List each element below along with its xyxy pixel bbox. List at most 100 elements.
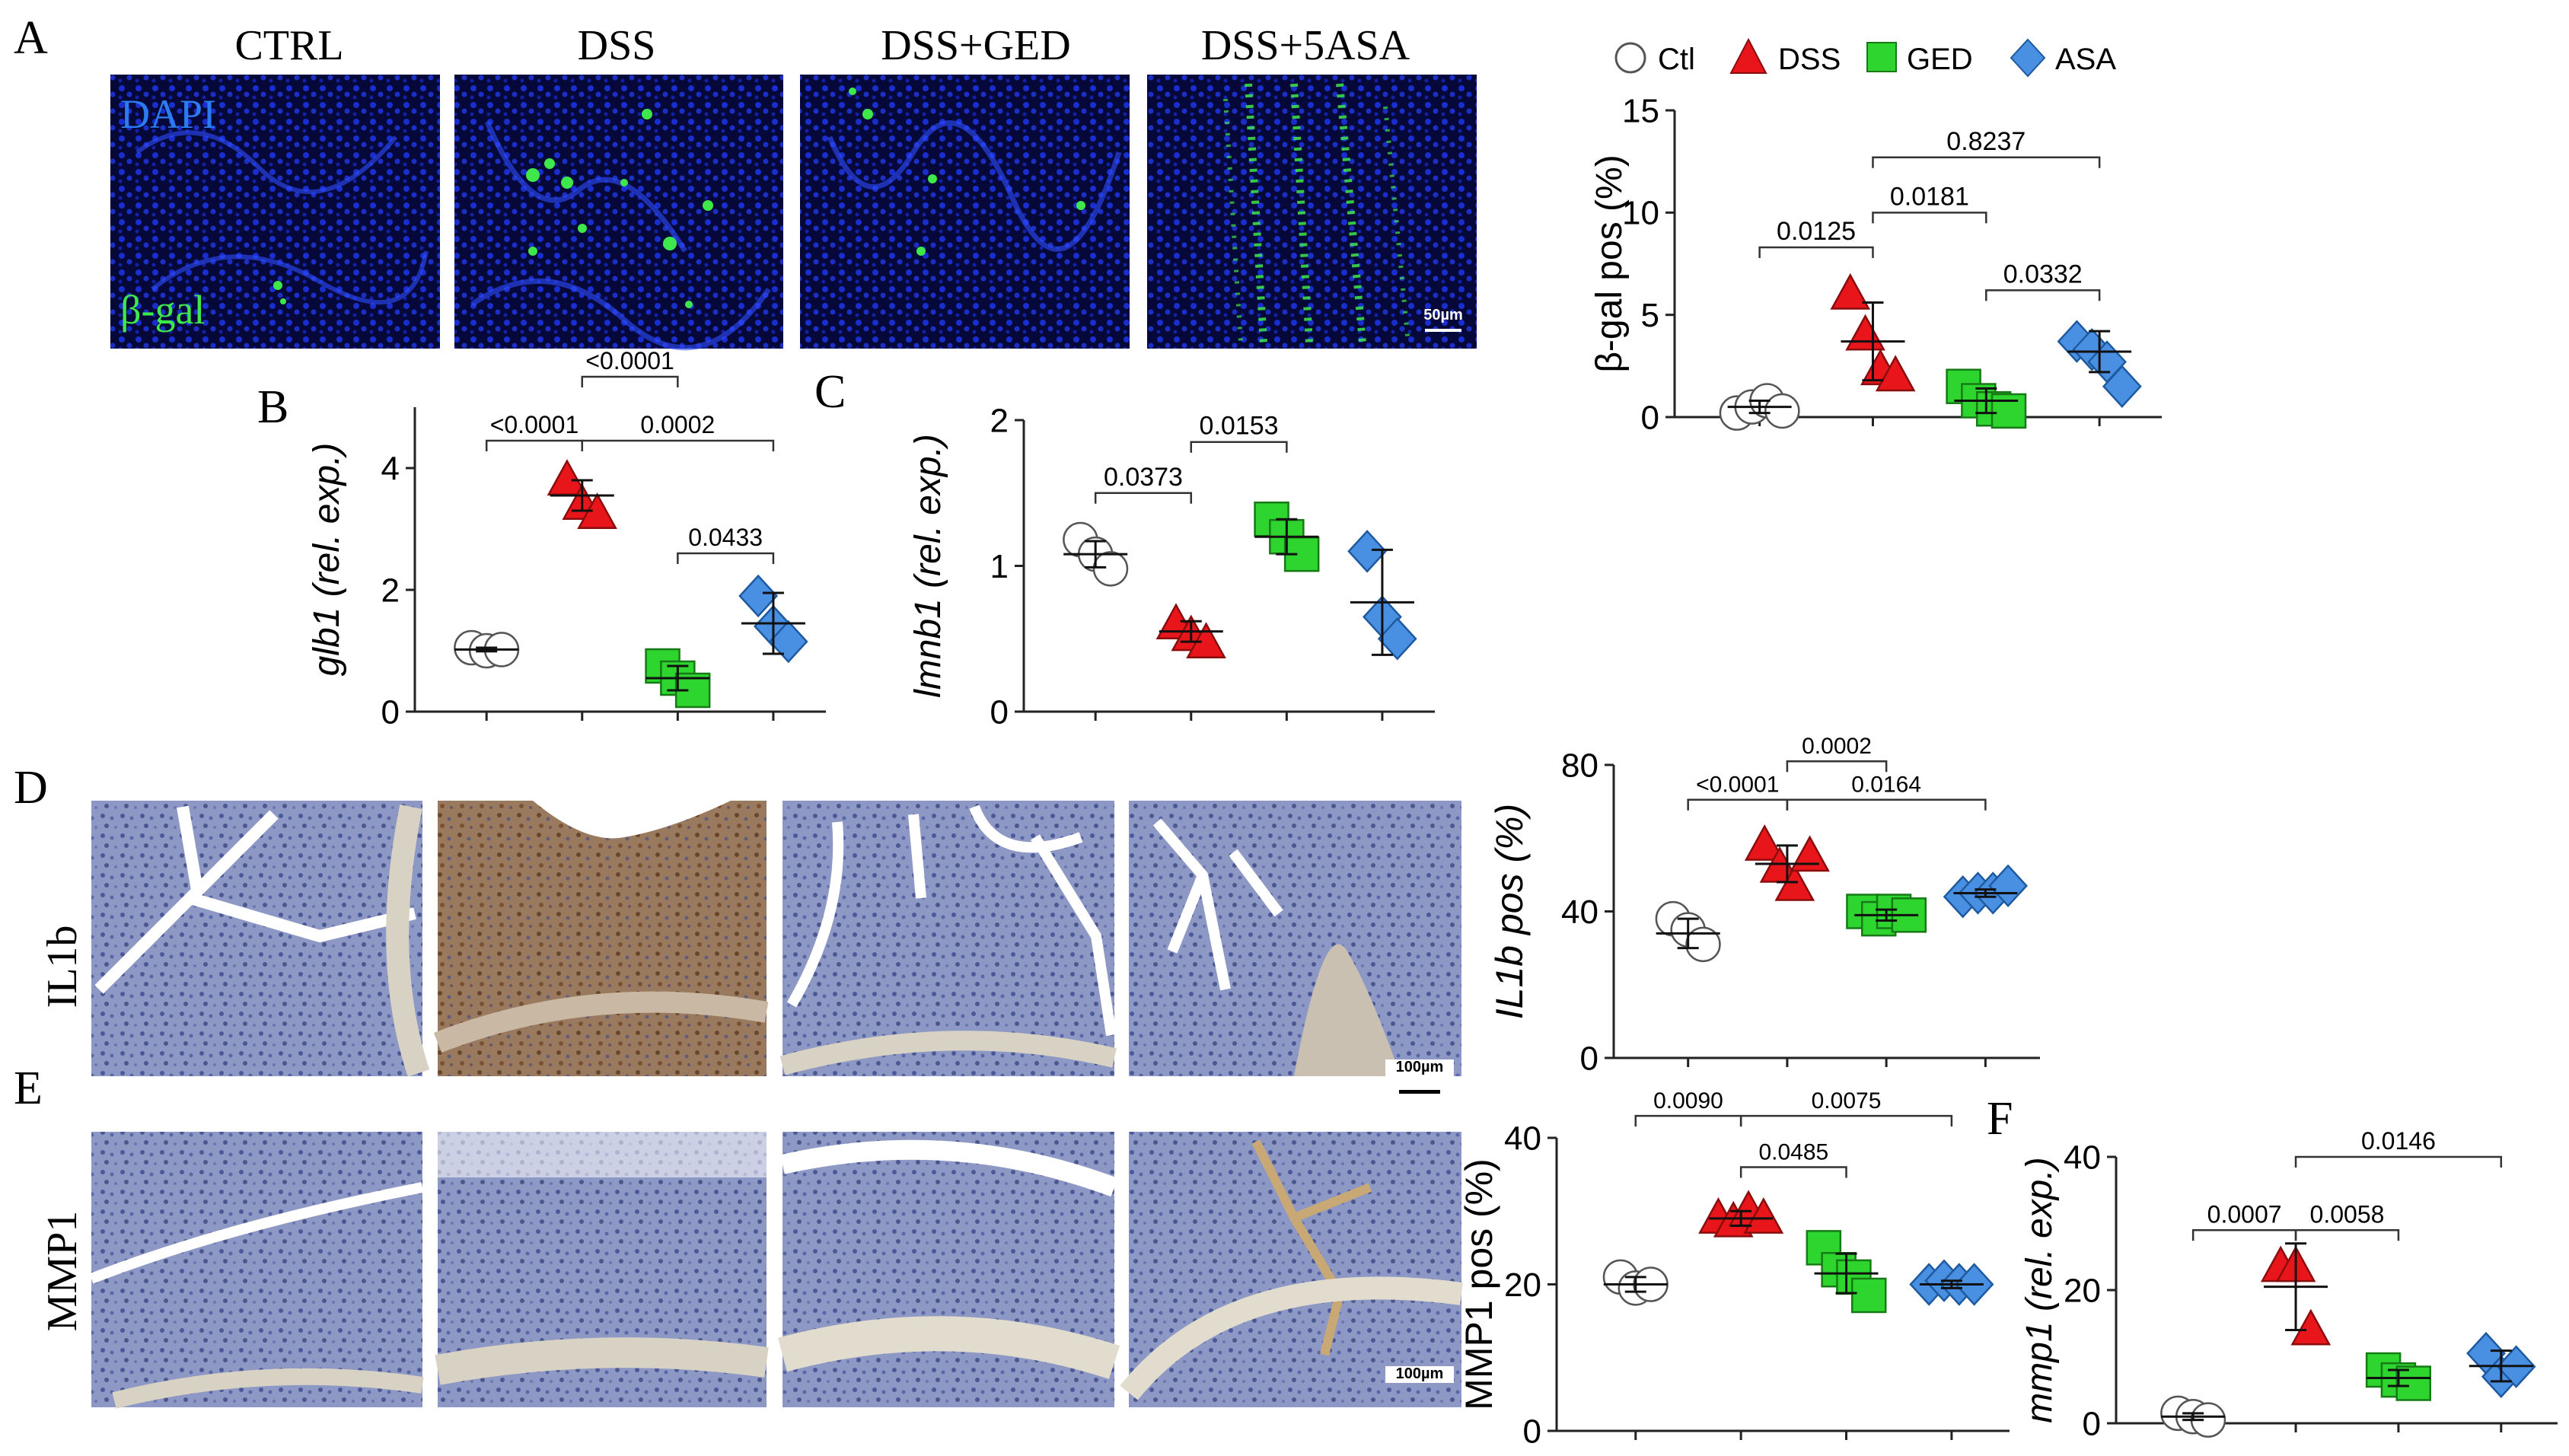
y-tick-label: 20 bbox=[1504, 1266, 1541, 1304]
p-value-label: <0.0001 bbox=[585, 347, 674, 374]
p-value-label: 0.0002 bbox=[1802, 734, 1872, 759]
y-axis-label: MMP1 pos (%) bbox=[1458, 1158, 1500, 1410]
ihc-image-il1b-dss bbox=[433, 801, 769, 1076]
significance-bracket bbox=[1786, 798, 1987, 811]
data-point-ged bbox=[1990, 393, 2027, 429]
scale-bar-50um: 50µm bbox=[1423, 307, 1463, 323]
data-point-dss bbox=[1845, 314, 1885, 351]
ihc-images-mmp1: 100µm bbox=[89, 1132, 1463, 1409]
significance-bracket bbox=[1190, 441, 1288, 453]
panel-letter-c: C bbox=[814, 366, 846, 418]
panel-a-column-titles: CTRL DSS DSS+GED DSS+5ASA bbox=[234, 22, 1410, 69]
data-point-dss bbox=[1830, 272, 1871, 310]
p-value-label: 0.0433 bbox=[688, 524, 763, 551]
significance-bracket bbox=[581, 375, 679, 387]
significance-bracket bbox=[1094, 492, 1193, 504]
significance-bracket bbox=[1739, 1166, 1847, 1178]
chart-glb1-rel-exp: 0 2 4 glb1 (rel. exp.) <0.0001 0.0002 <0.0001 0… bbox=[307, 347, 826, 731]
data-point-asa bbox=[1377, 617, 1417, 661]
panel-letter-f: F bbox=[1987, 1093, 2013, 1145]
significance-bracket bbox=[2294, 1155, 2503, 1168]
y-axis-label: lmnb1 (rel. exp.) bbox=[908, 434, 948, 698]
data-point-dss bbox=[1744, 824, 1785, 861]
data-point-dss bbox=[2290, 1308, 2332, 1346]
significance-bracket bbox=[1872, 212, 1987, 224]
p-value-label: 0.0181 bbox=[1890, 182, 1969, 211]
data-point-dss bbox=[1790, 835, 1830, 872]
legend: Ctl DSS GED ASA bbox=[1614, 37, 2116, 78]
chart-lmnb1-rel-exp: 0 1 2 lmnb1 (rel. exp.) 0.0373 0.0153 bbox=[908, 402, 1435, 731]
data-point-asa bbox=[768, 620, 808, 664]
data-point-ctl bbox=[1092, 551, 1129, 587]
y-tick-label: 0 bbox=[1641, 399, 1659, 436]
data-point-dss bbox=[1875, 355, 1916, 392]
y-tick-label: 40 bbox=[1561, 894, 1598, 931]
significance-bracket bbox=[2191, 1229, 2297, 1241]
y-axis-label: glb1 (rel. exp.) bbox=[307, 443, 347, 677]
significance-bracket bbox=[581, 439, 775, 451]
y-tick-label: 0 bbox=[2083, 1405, 2101, 1442]
legend-label-dss: DSS bbox=[1778, 43, 1841, 76]
y-tick-label: 5 bbox=[1641, 297, 1659, 334]
p-value-label: 0.0125 bbox=[1777, 217, 1856, 246]
column-title-ctrl: CTRL bbox=[234, 22, 343, 69]
p-value-label: <0.0001 bbox=[1696, 773, 1779, 798]
data-point-asa bbox=[738, 574, 779, 618]
fluorescence-image-dss-5asa: 50µm bbox=[1147, 75, 1477, 349]
y-tick-label: 0 bbox=[990, 693, 1009, 731]
panel-letter-d: D bbox=[14, 762, 48, 814]
significance-bracket bbox=[485, 439, 584, 451]
column-title-dss-5asa: DSS+5ASA bbox=[1201, 22, 1410, 69]
data-point-ctl bbox=[1685, 926, 1721, 963]
significance-bracket bbox=[1634, 1114, 1742, 1127]
y-axis-label: β-gal pos (%) bbox=[1589, 155, 1630, 372]
p-value-label: 0.0373 bbox=[1104, 463, 1183, 492]
data-point-asa bbox=[2102, 365, 2142, 408]
scale-bar-100um-e: 100µm bbox=[1396, 1365, 1444, 1382]
legend-label-asa: ASA bbox=[2055, 43, 2116, 76]
p-value-label: 0.0002 bbox=[640, 411, 715, 438]
ihc-image-mmp1-dss-5asa: 100µm bbox=[1120, 1132, 1463, 1407]
p-value-label: 0.0146 bbox=[2361, 1127, 2436, 1155]
row-label-il1b: IL1b bbox=[39, 926, 86, 1008]
significance-bracket bbox=[1758, 246, 1874, 259]
p-value-label: 0.0164 bbox=[1851, 773, 1921, 798]
fluorescence-image-ctrl: DAPI β-gal bbox=[110, 75, 440, 349]
significance-bracket bbox=[677, 552, 775, 564]
legend-marker-dss bbox=[1729, 37, 1767, 74]
p-value-label: 0.8237 bbox=[1946, 127, 2026, 156]
y-tick-label: 80 bbox=[1561, 747, 1598, 784]
chart-bgal-pos: 0 5 10 15 β-gal pos (%) 0.0125 0.0181 0.8237 0.0… bbox=[1589, 92, 2162, 436]
ihc-image-mmp1-dss-ged bbox=[778, 1132, 1120, 1407]
y-tick-label: 20 bbox=[2064, 1272, 2101, 1309]
data-point-asa bbox=[1347, 530, 1388, 573]
y-tick-label: 15 bbox=[1622, 92, 1659, 129]
data-point-dss bbox=[1774, 864, 1815, 901]
p-value-label: <0.0001 bbox=[490, 411, 579, 438]
data-point-ctl bbox=[1764, 393, 1800, 429]
significance-bracket bbox=[1786, 760, 1888, 773]
fluorescence-image-dss-ged bbox=[800, 75, 1130, 349]
significance-bracket bbox=[1872, 156, 2101, 168]
p-value-label: 0.0075 bbox=[1812, 1088, 1882, 1114]
p-value-label: 0.0485 bbox=[1758, 1140, 1828, 1165]
y-tick-label: 0 bbox=[381, 693, 400, 731]
ihc-image-il1b-dss-ged bbox=[779, 801, 1117, 1076]
column-title-dss-ged: DSS+GED bbox=[881, 22, 1070, 69]
y-tick-label: 0 bbox=[1580, 1040, 1598, 1077]
y-axis-label: IL1b pos (%) bbox=[1488, 804, 1531, 1019]
y-tick-label: 40 bbox=[2064, 1139, 2101, 1176]
legend-label-ctl: Ctl bbox=[1658, 43, 1695, 76]
data-point-asa bbox=[1988, 864, 2028, 908]
ihc-images-il1b: 100µm bbox=[91, 801, 1461, 1094]
y-tick-label: 10 bbox=[1622, 195, 1659, 232]
y-tick-label: 2 bbox=[381, 572, 400, 609]
y-tick-label: 0 bbox=[1523, 1413, 1541, 1450]
p-value-label: 0.0090 bbox=[1653, 1088, 1723, 1114]
panel-letter-b: B bbox=[257, 381, 288, 433]
y-tick-label: 1 bbox=[990, 548, 1009, 585]
column-title-dss: DSS bbox=[578, 22, 656, 69]
